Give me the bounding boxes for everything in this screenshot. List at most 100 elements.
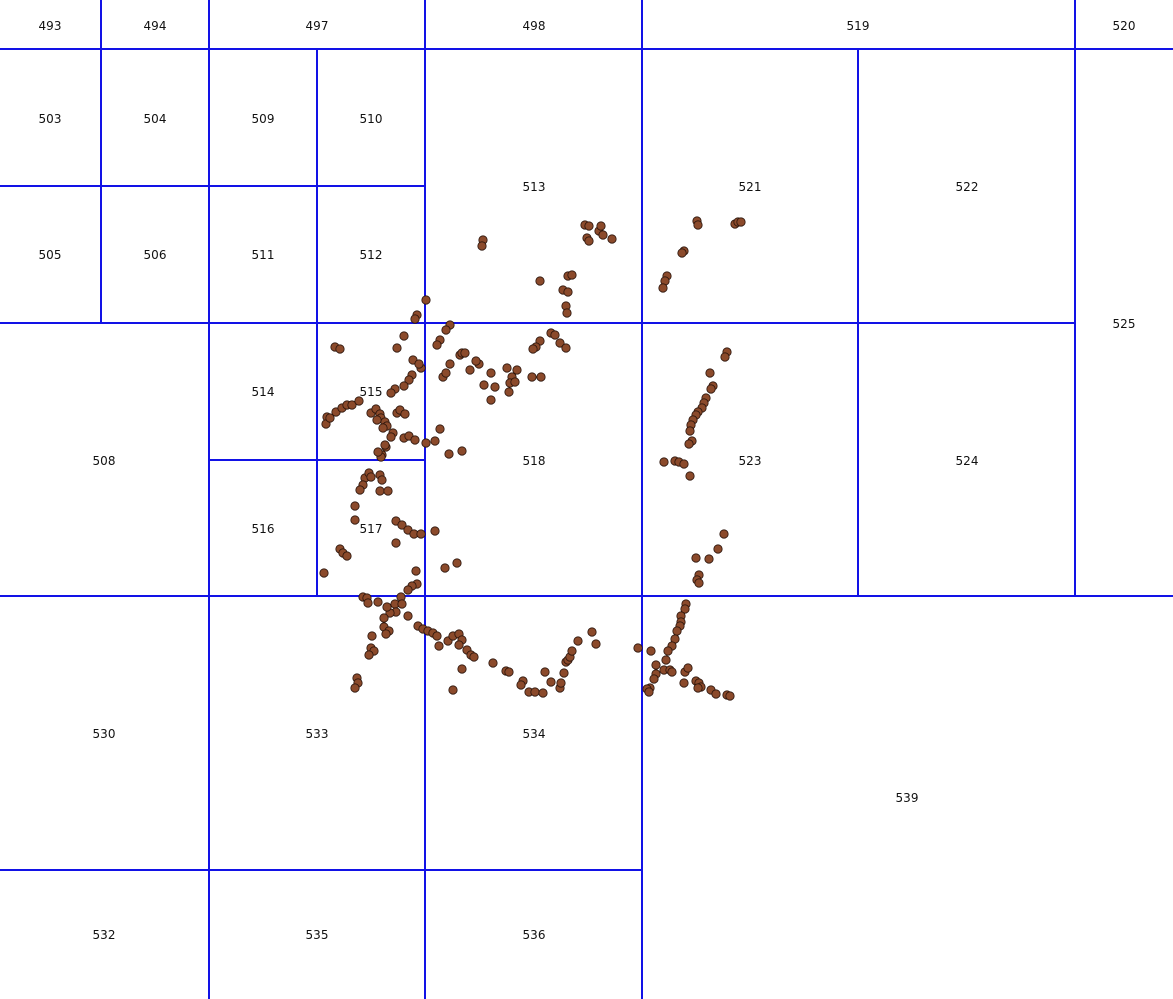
- circle-point-icon: [342, 551, 352, 561]
- circle-point-icon: [347, 400, 357, 410]
- cell-label: 530: [93, 727, 116, 741]
- cell-label: 532: [93, 928, 116, 942]
- cell-label: 524: [956, 454, 979, 468]
- circle-point-icon: [736, 217, 746, 227]
- cell-label: 512: [360, 248, 383, 262]
- circle-point-icon: [667, 667, 677, 677]
- circle-point-icon: [550, 330, 560, 340]
- circle-point-icon: [691, 553, 701, 563]
- cell-label: 525: [1113, 317, 1136, 331]
- cell-label: 535: [306, 928, 329, 942]
- cell-label: 511: [252, 248, 275, 262]
- circle-point-icon: [378, 423, 388, 433]
- circle-point-icon: [479, 380, 489, 390]
- survey-points: [319, 216, 746, 701]
- circle-point-icon: [685, 426, 695, 436]
- circle-point-icon: [441, 325, 451, 335]
- circle-point-icon: [683, 663, 693, 673]
- circle-point-icon: [563, 287, 573, 297]
- circle-point-icon: [350, 683, 360, 693]
- circle-point-icon: [432, 631, 442, 641]
- circle-point-icon: [584, 221, 594, 231]
- circle-point-icon: [411, 566, 421, 576]
- circle-point-icon: [504, 667, 514, 677]
- circle-point-icon: [679, 678, 689, 688]
- cell-label: 505: [39, 248, 62, 262]
- circle-point-icon: [725, 691, 735, 701]
- cell-label: 504: [144, 112, 167, 126]
- circle-point-icon: [546, 677, 556, 687]
- circle-point-icon: [403, 611, 413, 621]
- circle-point-icon: [392, 343, 402, 353]
- circle-point-icon: [452, 558, 462, 568]
- circle-point-icon: [404, 375, 414, 385]
- cell-label: 533: [306, 727, 329, 741]
- circle-point-icon: [530, 687, 540, 697]
- cell-label: 514: [252, 385, 275, 399]
- cell-label: 523: [739, 454, 762, 468]
- circle-point-icon: [587, 627, 597, 637]
- cell-label: 509: [252, 112, 275, 126]
- circle-point-icon: [502, 363, 512, 373]
- circle-point-icon: [567, 646, 577, 656]
- circle-point-icon: [693, 220, 703, 230]
- cell-labels: 493 494 497 498 519 520 503 504 509 510 …: [39, 19, 1136, 942]
- circle-point-icon: [364, 650, 374, 660]
- circle-point-icon: [434, 641, 444, 651]
- circle-point-icon: [403, 585, 413, 595]
- cell-label: 508: [93, 454, 116, 468]
- circle-point-icon: [694, 578, 704, 588]
- circle-point-icon: [397, 520, 407, 530]
- circle-point-icon: [421, 295, 431, 305]
- circle-point-icon: [672, 626, 682, 636]
- circle-point-icon: [354, 396, 364, 406]
- circle-point-icon: [430, 436, 440, 446]
- circle-point-icon: [705, 368, 715, 378]
- cell-label: 506: [144, 248, 167, 262]
- circle-point-icon: [527, 372, 537, 382]
- circle-point-icon: [677, 248, 687, 258]
- cell-label: 516: [252, 522, 275, 536]
- circle-point-icon: [440, 563, 450, 573]
- circle-point-icon: [397, 599, 407, 609]
- circle-point-icon: [400, 409, 410, 419]
- circle-point-icon: [372, 415, 382, 425]
- circle-point-icon: [711, 689, 721, 699]
- circle-point-icon: [596, 221, 606, 231]
- circle-point-icon: [380, 440, 390, 450]
- circle-point-icon: [559, 668, 569, 678]
- circle-point-icon: [684, 439, 694, 449]
- circle-point-icon: [471, 356, 481, 366]
- circle-point-icon: [381, 629, 391, 639]
- circle-point-icon: [679, 459, 689, 469]
- circle-point-icon: [556, 678, 566, 688]
- circle-point-icon: [633, 643, 643, 653]
- circle-point-icon: [448, 685, 458, 695]
- circle-point-icon: [536, 372, 546, 382]
- circle-point-icon: [540, 667, 550, 677]
- circle-point-icon: [377, 475, 387, 485]
- circle-point-icon: [693, 683, 703, 693]
- circle-point-icon: [538, 688, 548, 698]
- cell-label: 536: [523, 928, 546, 942]
- circle-point-icon: [477, 241, 487, 251]
- circle-point-icon: [512, 365, 522, 375]
- circle-point-icon: [685, 471, 695, 481]
- circle-point-icon: [465, 365, 475, 375]
- circle-point-icon: [367, 631, 377, 641]
- circle-point-icon: [663, 646, 673, 656]
- circle-point-icon: [680, 604, 690, 614]
- circle-point-icon: [561, 343, 571, 353]
- circle-point-icon: [421, 438, 431, 448]
- circle-point-icon: [598, 230, 608, 240]
- cell-label: 503: [39, 112, 62, 126]
- circle-point-icon: [430, 526, 440, 536]
- circle-point-icon: [399, 331, 409, 341]
- circle-point-icon: [658, 283, 668, 293]
- circle-point-icon: [713, 544, 723, 554]
- circle-point-icon: [414, 359, 424, 369]
- circle-point-icon: [386, 388, 396, 398]
- cell-label: 520: [1113, 19, 1136, 33]
- circle-point-icon: [399, 381, 409, 391]
